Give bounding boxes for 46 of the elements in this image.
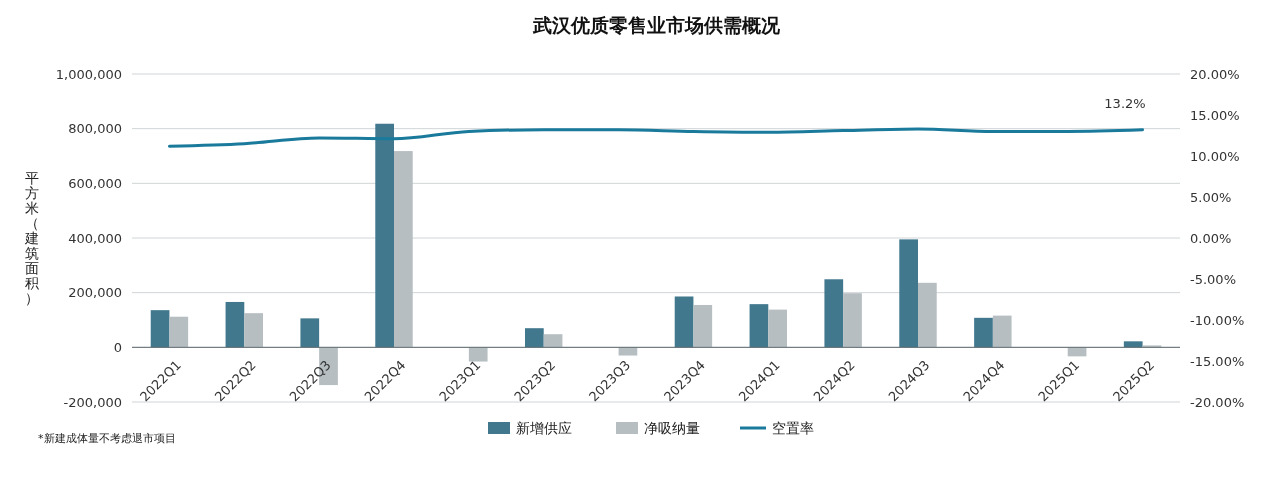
y2-tick-label: -5.00% <box>1190 271 1236 287</box>
y2-tick-label: 0.00% <box>1190 230 1232 246</box>
bar <box>974 317 993 348</box>
legend-label: 新增供应 <box>516 419 572 436</box>
bar <box>674 296 694 348</box>
chart-title: 武汉优质零售业市场供需概况 <box>531 14 781 36</box>
y2-tick-label: -15.00% <box>1190 353 1245 369</box>
bar <box>843 293 862 348</box>
bar <box>169 316 189 348</box>
bar <box>543 334 563 348</box>
y2-tick-label: 15.00% <box>1190 107 1240 123</box>
bar <box>525 328 544 348</box>
bar <box>300 318 320 348</box>
bar <box>244 313 263 348</box>
bar <box>394 151 413 348</box>
line-series <box>167 127 1145 148</box>
y-tick-label: 0 <box>113 339 122 355</box>
bar <box>693 304 713 348</box>
y2-tick-label: -10.00% <box>1190 312 1245 328</box>
bar <box>918 282 937 348</box>
y-tick-label: 400,000 <box>68 230 122 246</box>
bar <box>992 315 1012 348</box>
annotation: 13.2% <box>1104 96 1146 111</box>
y2-tick-label: -20.00% <box>1190 394 1245 410</box>
legend-label: 净吸纳量 <box>644 419 700 436</box>
bar <box>468 347 488 362</box>
y-tick-label: 200,000 <box>68 285 122 301</box>
bar <box>768 309 787 348</box>
bar <box>824 279 844 348</box>
bar <box>618 347 638 356</box>
y-tick-label: 600,000 <box>68 175 122 191</box>
bar <box>1123 341 1143 348</box>
y2-tick-label: 5.00% <box>1190 189 1232 205</box>
bar <box>225 301 245 348</box>
text: 平方米（建筑面积） <box>25 169 39 306</box>
legend-label: 空置率 <box>772 419 814 436</box>
text: *新建成体量不考虑退市项目 <box>38 432 176 445</box>
y-tick-label: 800,000 <box>68 121 122 137</box>
bar <box>749 304 769 348</box>
bar <box>150 310 170 348</box>
y-tick-label: 1,000,000 <box>55 66 122 82</box>
bar <box>899 239 918 348</box>
y2-tick-label: 20.00% <box>1190 66 1240 82</box>
bar <box>375 123 394 348</box>
y-tick-label: -200,000 <box>63 394 122 410</box>
y2-tick-label: 10.00% <box>1190 148 1240 164</box>
